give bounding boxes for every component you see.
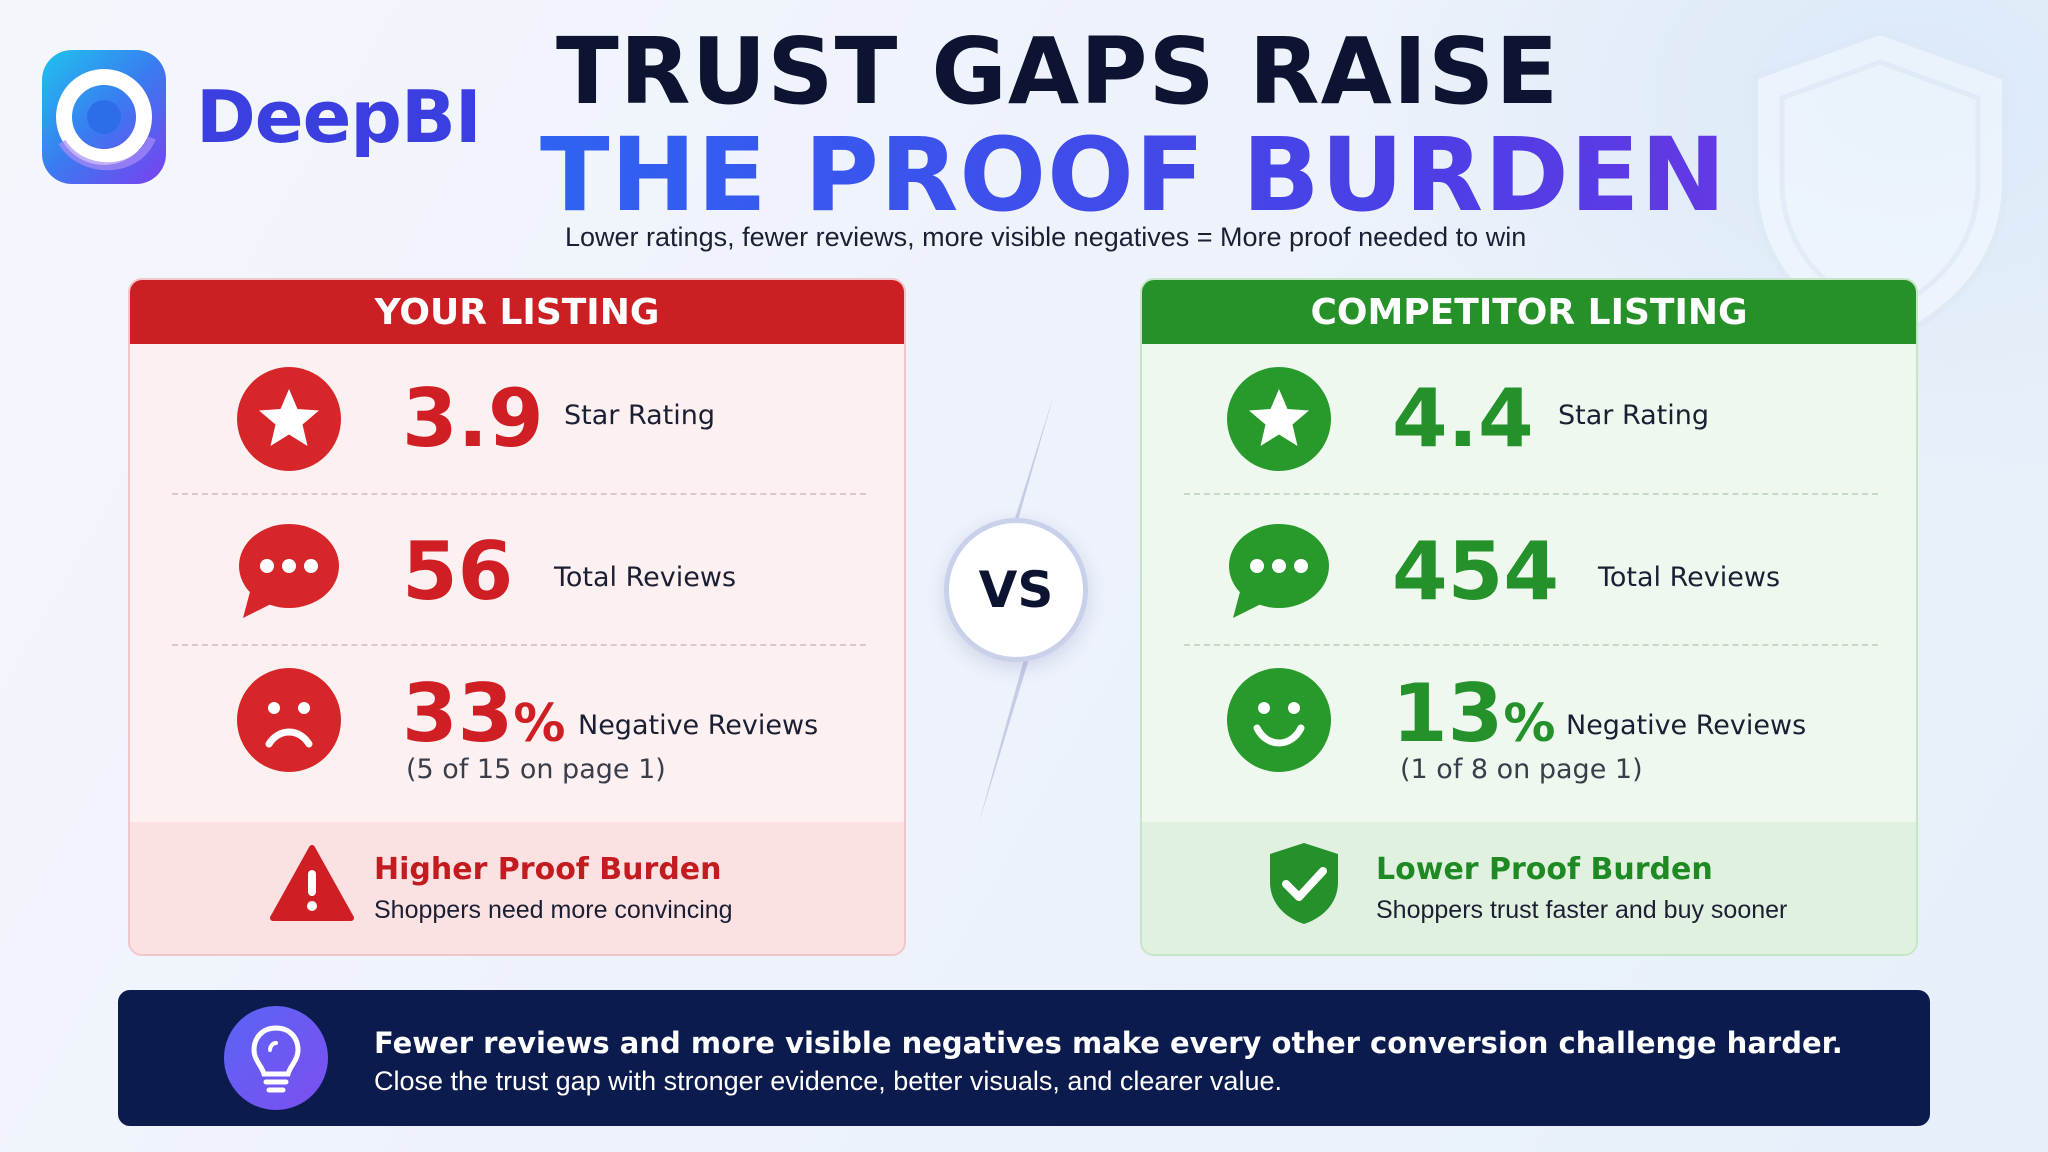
lightbulb-icon: [224, 1006, 328, 1110]
panel-footer: Lower Proof Burden Shoppers trust faster…: [1142, 822, 1916, 954]
divider: [172, 644, 866, 646]
footer-title: Higher Proof Burden: [374, 852, 722, 887]
subtitle: Lower ratings, fewer reviews, more visib…: [565, 222, 1527, 252]
shield-check-icon: [1270, 843, 1338, 924]
negative-note: (5 of 15 on page 1): [406, 754, 666, 785]
footer-subtitle: Shoppers trust faster and buy sooner: [1376, 896, 1788, 924]
divider: [1184, 644, 1878, 646]
negative-row: 13% Negative Reviews (1 of 8 on page 1): [1142, 646, 1916, 822]
deepbi-logo-icon: [42, 50, 166, 184]
rating-label: Star Rating: [564, 400, 716, 431]
footer-subtitle: Shoppers need more convincing: [374, 896, 733, 924]
rating-row: 4.4 Star Rating: [1142, 344, 1916, 494]
reviews-value: 56: [402, 525, 514, 618]
rating-value: 4.4: [1392, 372, 1534, 465]
takeaway-banner: Fewer reviews and more visible negatives…: [118, 990, 1930, 1126]
reviews-label: Total Reviews: [554, 562, 737, 593]
reviews-row: 454 Total Reviews: [1142, 496, 1916, 646]
panel-footer: Higher Proof Burden Shoppers need more c…: [130, 822, 904, 954]
negative-unit: %: [513, 694, 566, 754]
negative-row: 33% Negative Reviews (5 of 15 on page 1): [130, 646, 904, 822]
rating-label: Star Rating: [1558, 400, 1710, 431]
title-line-2: THE PROOF BURDEN: [540, 122, 1760, 230]
smiley-face-icon: [1227, 668, 1331, 772]
negative-unit: %: [1503, 694, 1556, 754]
rating-value: 3.9: [402, 372, 544, 465]
reviews-label: Total Reviews: [1598, 562, 1781, 593]
panel-header: COMPETITOR LISTING: [1142, 280, 1916, 344]
divider: [172, 493, 866, 495]
negative-number: 33: [402, 667, 514, 760]
competitor-listing-panel: COMPETITOR LISTING 4.4 Star Rating 454 T…: [1140, 278, 1918, 956]
speech-bubble-icon: [1227, 518, 1331, 622]
reviews-row: 56 Total Reviews: [130, 496, 904, 646]
divider: [1184, 493, 1878, 495]
negative-label: Negative Reviews: [578, 710, 819, 741]
vs-badge: VS: [944, 518, 1088, 662]
page-title: TRUST GAPS RAISE THE PROOF BURDEN: [540, 22, 1760, 230]
reviews-value: 454: [1392, 525, 1559, 618]
star-icon: [1227, 367, 1331, 471]
negative-value: 13%: [1392, 674, 1555, 764]
negative-value: 33%: [402, 674, 565, 764]
brand-name: DeepBI: [196, 75, 482, 159]
star-icon: [237, 367, 341, 471]
warning-icon: [270, 845, 354, 921]
negative-label: Negative Reviews: [1566, 710, 1807, 741]
banner-subtext: Close the trust gap with stronger eviden…: [374, 1066, 1282, 1096]
negative-note: (1 of 8 on page 1): [1400, 754, 1643, 785]
footer-title: Lower Proof Burden: [1376, 852, 1713, 887]
negative-number: 13: [1392, 667, 1504, 760]
your-listing-panel: YOUR LISTING 3.9 Star Rating 56 Total Re…: [128, 278, 906, 956]
panel-header: YOUR LISTING: [130, 280, 904, 344]
sad-face-icon: [237, 668, 341, 772]
brand-logo: DeepBI: [42, 50, 482, 184]
title-line-1: TRUST GAPS RAISE: [556, 18, 1560, 125]
rating-row: 3.9 Star Rating: [130, 344, 904, 494]
banner-headline: Fewer reviews and more visible negatives…: [374, 1026, 1843, 1060]
speech-bubble-icon: [237, 518, 341, 622]
